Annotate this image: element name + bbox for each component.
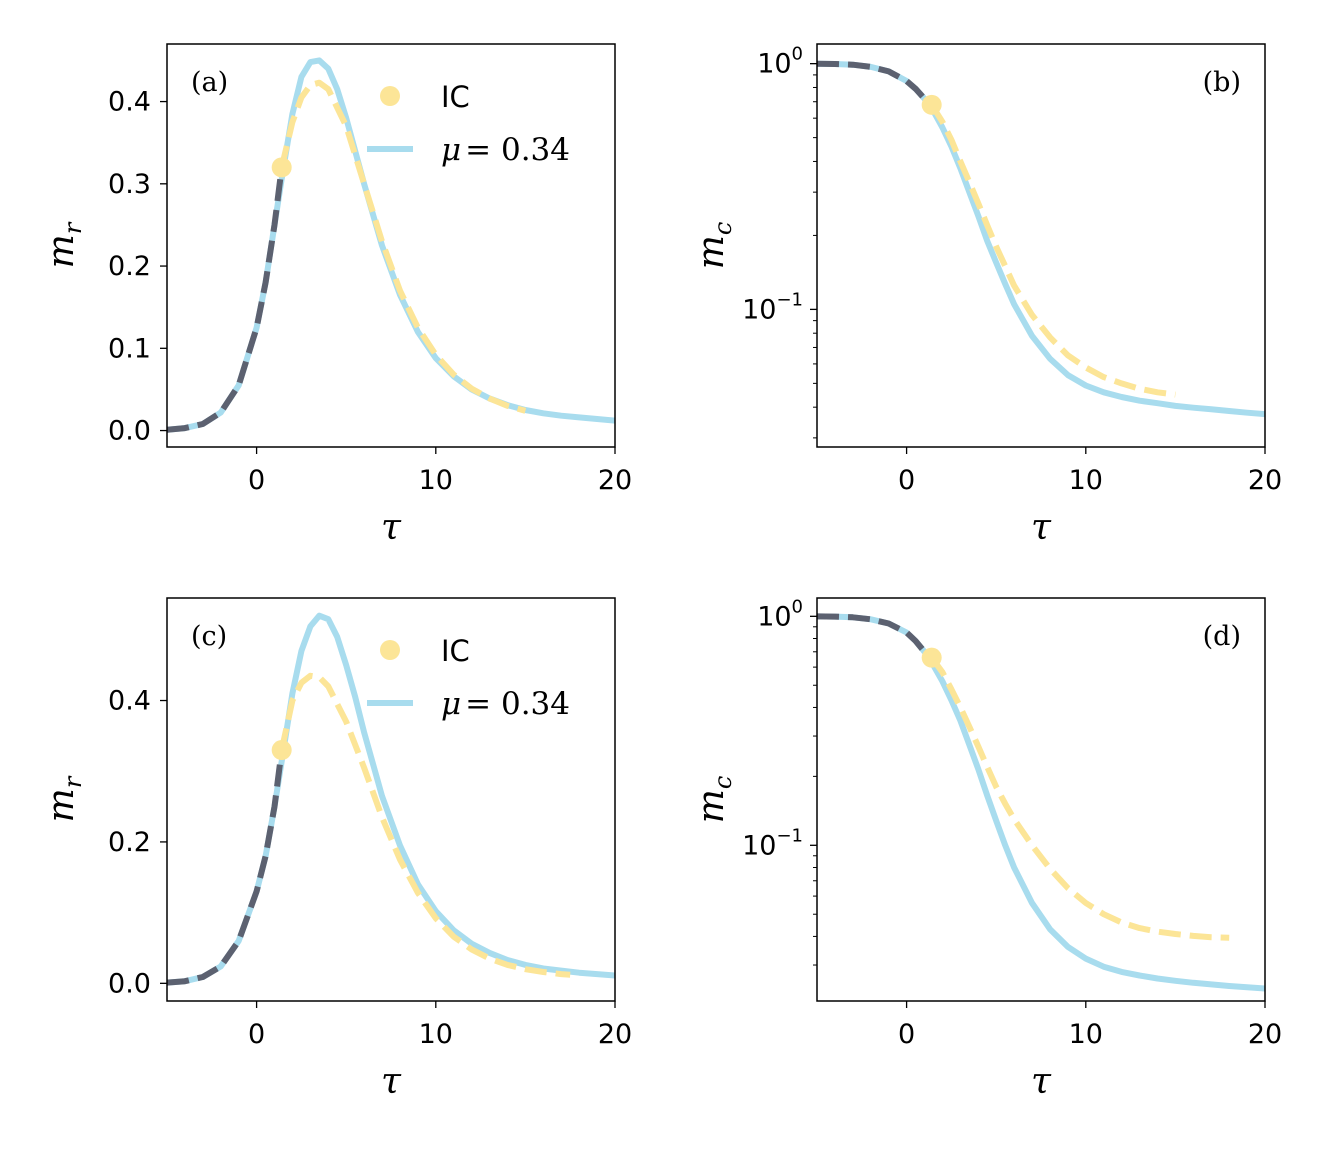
- panel-a: 0 10 20 0.0 0.1 0.2 0.3 0.4 τ mr (a) IC μ = 0.34: [41, 43, 632, 548]
- legend-model-label: μ = 0.34: [441, 686, 570, 722]
- y-axis-label: mc: [691, 222, 737, 270]
- plot-area: [167, 57, 615, 433]
- legend: IC μ = 0.34: [367, 80, 570, 168]
- axes-frame: [166, 43, 616, 448]
- x-tick-label: 0: [898, 465, 915, 496]
- y-tick-label: 0.0: [108, 968, 151, 999]
- y-tick-label: 0.3: [108, 169, 151, 200]
- series-model-line: [167, 612, 615, 986]
- x-tick-label: 20: [1248, 465, 1282, 496]
- series-model-line: [817, 613, 1265, 992]
- x-tick-label: 0: [898, 1019, 915, 1050]
- panel-label: (d): [1203, 621, 1241, 652]
- legend-ic-label: IC: [441, 80, 470, 114]
- series-observed-line: [167, 749, 285, 986]
- y-tick-label: 10−1: [742, 289, 803, 325]
- x-tick-label: 20: [1248, 1019, 1282, 1050]
- legend-ic-marker: [380, 640, 400, 660]
- series-model-line: [167, 57, 615, 433]
- series-prediction-line: [278, 672, 571, 978]
- x-axis-label: τ: [1031, 1061, 1052, 1102]
- ic-point: [921, 94, 942, 115]
- axes-frame: [816, 43, 1266, 448]
- x-axis-label: τ: [1031, 507, 1052, 548]
- series-observed-line: [817, 613, 934, 660]
- ic-point: [271, 157, 292, 178]
- series-prediction-line: [278, 79, 527, 414]
- panel-label: (a): [191, 67, 228, 98]
- legend-ic-label: IC: [441, 634, 470, 668]
- series-prediction-line: [929, 103, 1176, 398]
- legend-model-label: μ = 0.34: [441, 132, 570, 168]
- x-tick-label: 10: [419, 1019, 453, 1050]
- x-axis-label: τ: [381, 1061, 402, 1102]
- x-tick-label: 10: [1069, 465, 1103, 496]
- y-tick-label: 0.0: [108, 416, 151, 447]
- y-tick-label: 0.2: [108, 827, 151, 858]
- axes-frame: [816, 597, 1266, 1002]
- y-axis-label: mr: [41, 775, 87, 822]
- panel-b: 0 10 20 100 10−1 τ mc (b): [691, 43, 1282, 548]
- y-tick-label: 100: [757, 44, 803, 80]
- x-tick-label: 20: [598, 465, 632, 496]
- series-model-line: [817, 60, 1265, 418]
- series-observed-line: [167, 167, 285, 433]
- plot-area: [817, 613, 1265, 992]
- y-axis-label: mr: [41, 221, 87, 268]
- ic-point: [271, 740, 292, 761]
- legend-ic-marker: [380, 86, 400, 106]
- panel-label: (c): [191, 621, 227, 652]
- x-tick-label: 20: [598, 1019, 632, 1050]
- panel-label: (b): [1203, 67, 1241, 98]
- plot-area: [817, 60, 1265, 418]
- y-tick-label: 0.1: [108, 333, 151, 364]
- plot-area: [167, 612, 615, 986]
- panel-c: 0 10 20 0.0 0.2 0.4 τ mr (c) IC μ = 0.34: [41, 597, 632, 1102]
- x-tick-label: 0: [248, 465, 265, 496]
- y-axis-label: mc: [691, 776, 737, 824]
- y-tick-label: 0.2: [108, 251, 151, 282]
- series-observed-line: [817, 60, 934, 108]
- x-tick-label: 10: [419, 465, 453, 496]
- axes-frame: [166, 597, 616, 1002]
- y-tick-label: 10−1: [742, 825, 803, 861]
- y-tick-label: 0.4: [108, 87, 151, 118]
- x-tick-label: 10: [1069, 1019, 1103, 1050]
- y-tick-label: 100: [757, 596, 803, 632]
- y-tick-label: 0.4: [108, 686, 151, 717]
- ic-point: [921, 647, 942, 668]
- panel-d: 0 10 20 100 10−1 τ mc (d): [691, 596, 1282, 1102]
- x-tick-label: 0: [248, 1019, 265, 1050]
- legend: IC μ = 0.34: [367, 634, 570, 722]
- series-prediction-line: [929, 655, 1230, 941]
- x-axis-label: τ: [381, 507, 402, 548]
